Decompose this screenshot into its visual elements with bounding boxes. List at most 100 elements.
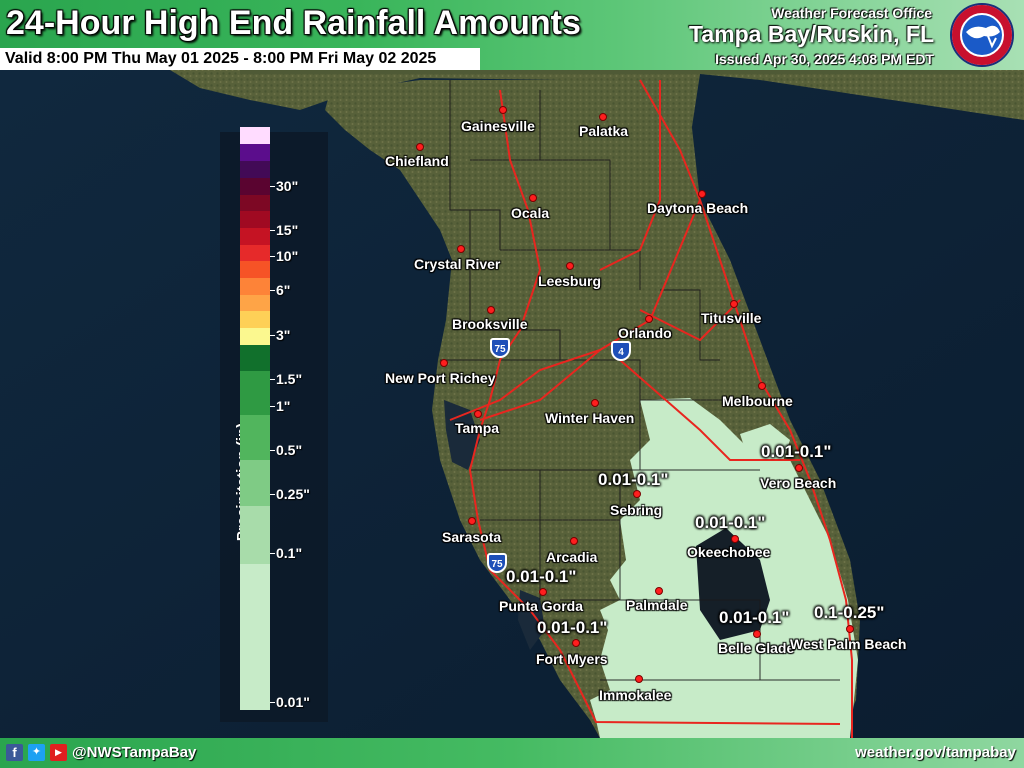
city-arcadia: Arcadia: [546, 549, 598, 565]
city-crystal-river: Crystal River: [414, 256, 501, 272]
city-marker-icon: [416, 143, 424, 151]
city-marker-icon: [539, 588, 547, 596]
city-chiefland: Chiefland: [385, 153, 449, 169]
city-marker-icon: [753, 630, 761, 638]
legend-tick-15: 15": [269, 222, 299, 238]
city-fort-myers: Fort Myers: [536, 651, 608, 667]
city-winter-haven: Winter Haven: [545, 410, 635, 426]
city-marker-icon: [599, 113, 607, 121]
nws-logo-icon: [950, 3, 1014, 67]
header-banner: 24-Hour High End Rainfall Amounts Valid …: [0, 0, 1024, 70]
city-orlando: Orlando: [618, 325, 672, 341]
city-vero-beach: Vero Beach: [760, 475, 837, 491]
city-marker-icon: [570, 537, 578, 545]
facebook-icon[interactable]: f: [6, 744, 23, 761]
city-marker-icon: [457, 245, 465, 253]
legend-tick-1-5: 1.5": [269, 371, 303, 387]
legend-swatch: [240, 328, 270, 345]
legend-tick-1: 1": [269, 398, 291, 414]
city-ocala: Ocala: [511, 205, 550, 221]
city-brooksville: Brooksville: [452, 316, 528, 332]
legend-swatch: [240, 245, 270, 261]
city-sebring: Sebring: [610, 502, 663, 518]
city-okeechobee: Okeechobee: [687, 544, 771, 560]
legend-color-bar: [240, 127, 270, 710]
youtube-icon[interactable]: ▶: [50, 744, 67, 761]
city-marker-icon: [731, 535, 739, 543]
city-west-palm-beach: West Palm Beach: [790, 636, 907, 652]
city-marker-icon: [635, 675, 643, 683]
city-belle-glade: Belle Glade: [718, 640, 795, 656]
city-marker-icon: [795, 464, 803, 472]
valid-period: Valid 8:00 PM Thu May 01 2025 - 8:00 PM …: [0, 48, 480, 70]
rainfall-map: 75 4 75 Gainesville Palatka Chiefland Oc…: [0, 70, 1024, 738]
legend-swatch: [240, 228, 270, 245]
city-marker-icon: [468, 517, 476, 525]
city-palmdale: Palmdale: [626, 597, 688, 613]
city-marker-icon: [758, 382, 766, 390]
amount-label-vero-beach: 0.01-0.1": [761, 442, 832, 461]
city-marker-icon: [566, 262, 574, 270]
city-new-port-richey: New Port Richey: [385, 370, 496, 386]
legend-swatch: [240, 161, 270, 178]
legend-tick-30: 30": [269, 178, 299, 194]
city-marker-icon: [633, 490, 641, 498]
city-sarasota: Sarasota: [442, 529, 502, 545]
legend-swatch: [240, 178, 270, 195]
city-marker-icon: [440, 359, 448, 367]
city-marker-icon: [730, 300, 738, 308]
city-titusville: Titusville: [701, 310, 762, 326]
legend-swatch: [240, 311, 270, 328]
footer-banner: f ✦ ▶ @NWSTampaBay weather.gov/tampabay: [0, 738, 1024, 768]
legend-tick-3: 3": [269, 327, 291, 343]
amount-label-okeechobee: 0.01-0.1": [695, 513, 766, 532]
interstate-75: [468, 89, 841, 725]
interstate-75-shield-south-icon: 75: [487, 553, 507, 573]
precipitation-legend: Precipitation (in) 30" 15" 10" 6" 3" 1.5…: [220, 127, 328, 722]
legend-swatch: [240, 371, 270, 415]
twitter-icon[interactable]: ✦: [28, 744, 45, 761]
issued-time: Issued Apr 30, 2025 4:08 PM EDT: [715, 51, 934, 67]
interstate-4-shield-icon: 4: [611, 341, 631, 361]
legend-tick-6: 6": [269, 282, 291, 298]
city-melbourne: Melbourne: [722, 393, 793, 409]
city-gainesville: Gainesville: [461, 118, 535, 134]
legend-swatch: [240, 195, 270, 211]
land-north: [170, 70, 1024, 140]
amount-label-belle-glade: 0.01-0.1": [719, 608, 790, 627]
city-tampa: Tampa: [455, 420, 500, 436]
city-palatka: Palatka: [579, 123, 629, 139]
legend-swatch: [240, 261, 270, 278]
legend-swatch: [240, 564, 270, 710]
legend-swatch: [240, 460, 270, 506]
legend-tick-0-5: 0.5": [269, 442, 303, 458]
city-marker-icon: [499, 106, 507, 114]
legend-swatch: [240, 415, 270, 460]
city-marker-icon: [591, 399, 599, 407]
legend-swatch: [240, 211, 270, 228]
legend-swatch: [240, 295, 270, 311]
city-marker-icon: [529, 194, 537, 202]
legend-swatch: [240, 144, 270, 161]
city-marker-icon: [846, 625, 854, 633]
office-name: Tampa Bay/Ruskin, FL: [689, 21, 934, 47]
city-marker-icon: [572, 639, 580, 647]
interstate-95: [639, 79, 853, 738]
legend-tick-0-01: 0.01": [270, 694, 310, 710]
amount-label-fort-myers: 0.01-0.1": [537, 618, 608, 637]
city-marker-icon: [474, 410, 482, 418]
city-marker-icon: [698, 190, 706, 198]
legend-swatch: [240, 345, 270, 371]
city-leesburg: Leesburg: [538, 273, 602, 289]
legend-tick-10: 10": [269, 248, 299, 264]
amount-label-punta-gorda: 0.01-0.1": [506, 567, 577, 586]
social-handle[interactable]: @NWSTampaBay: [72, 744, 197, 761]
legend-tick-0-25: 0.25": [270, 486, 310, 502]
interstate-75-shield-north-icon: 75: [490, 338, 510, 358]
legend-tick-0-1: 0.1": [269, 545, 303, 561]
city-punta-gorda: Punta Gorda: [499, 598, 584, 614]
office-label: Weather Forecast Office: [771, 5, 932, 21]
city-marker-icon: [655, 587, 663, 595]
legend-swatch: [240, 506, 270, 564]
website-link[interactable]: weather.gov/tampabay: [855, 744, 1016, 761]
